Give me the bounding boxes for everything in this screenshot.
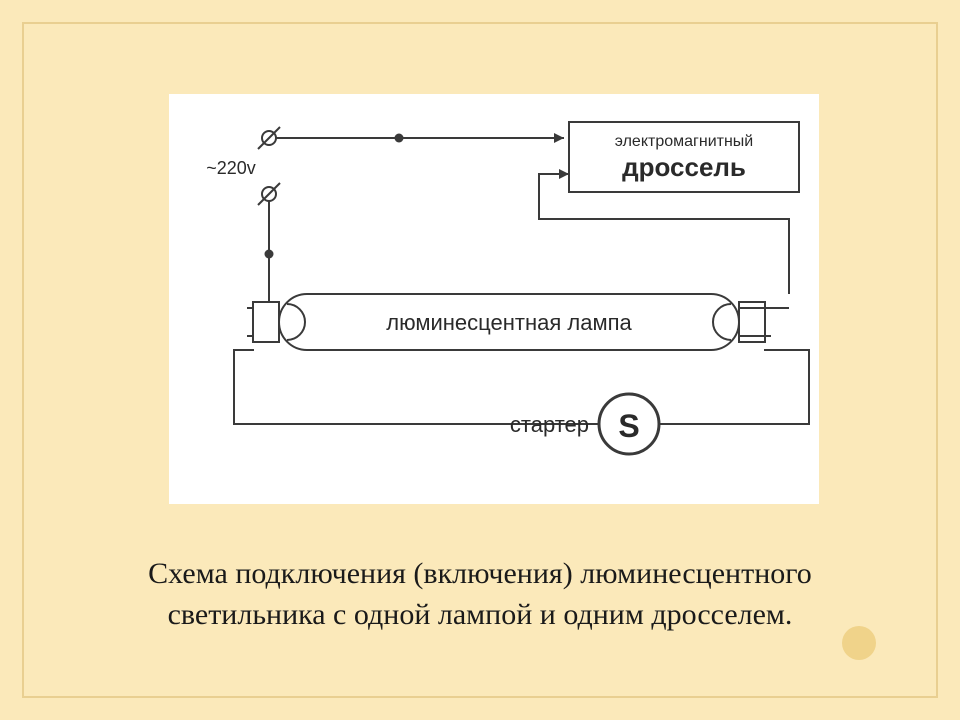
caption: Схема подключения (включения) люминесцен… [24,554,936,635]
caption-line-1: Схема подключения (включения) люминесцен… [24,554,936,595]
junction-dots [265,134,404,259]
lamp-label: люминесцентная лампа [386,310,632,335]
choke-label-top: электромагнитный [615,133,753,150]
starter-label: стартер [510,412,589,437]
starter-symbol: S [618,408,639,444]
circuit-diagram: ~220v электромагнитный дроссель люминесц… [169,94,819,504]
starter: S стартер [510,394,659,454]
slide-frame: ~220v электромагнитный дроссель люминесц… [22,22,938,698]
caption-line-2: светильника с одной лампой и одним дросс… [24,595,936,636]
voltage-label: ~220v [206,158,256,178]
choke-label-main: дроссель [622,152,746,182]
fluorescent-lamp: люминесцентная лампа [247,294,771,350]
input-terminals [258,127,280,205]
slide-outer: ~220v электромагнитный дроссель люминесц… [0,0,960,720]
choke-box: электромагнитный дроссель [569,122,799,192]
decorative-corner-dot [842,626,876,660]
arrowheads [554,133,569,179]
